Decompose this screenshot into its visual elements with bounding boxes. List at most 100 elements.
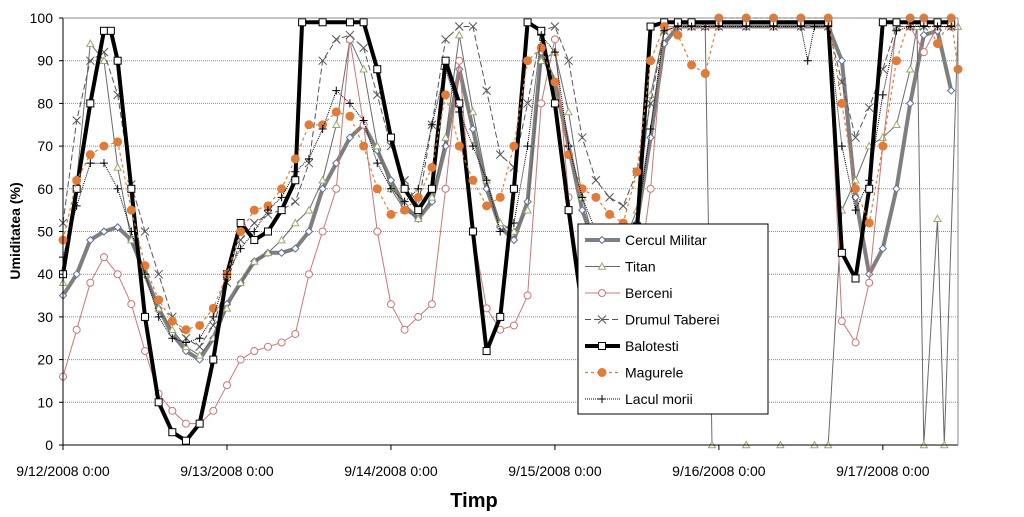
- point-lacul-morii-13: [236, 244, 245, 253]
- point-magurele-39: [591, 192, 601, 202]
- point-berceni-54: [851, 338, 860, 347]
- point-balotesti-22: [359, 18, 368, 27]
- point-lacul-morii-7: [154, 312, 163, 321]
- point-balotesti-7: [140, 312, 149, 321]
- point-titan-3: [99, 56, 109, 64]
- legend-label-magurele: Magurele: [625, 365, 684, 381]
- y-tick-labels: 0 10 20 30 40 50 60 70 80 90 100: [30, 10, 63, 453]
- x-axis-title: Timp: [450, 490, 497, 512]
- point-magurele-29: [454, 141, 464, 151]
- point-titan-16: [277, 235, 286, 244]
- point-drumul-taberei-6: [140, 227, 150, 236]
- point-magurele-46: [687, 60, 697, 70]
- point-balotesti-12: [209, 355, 218, 364]
- point-berceni-19: [318, 227, 327, 236]
- point-berceni-13: [236, 355, 245, 364]
- legend-marker-magurele: [597, 368, 607, 377]
- point-magurele-56: [878, 141, 888, 151]
- point-berceni-27: [427, 300, 436, 309]
- point-magurele-47: [700, 69, 710, 79]
- point-magurele-18: [304, 120, 314, 130]
- point-magurele-36: [550, 77, 560, 87]
- point-berceni-5: [127, 300, 136, 309]
- point-lacul-morii-50: [769, 22, 778, 31]
- point-titan-8: [167, 325, 177, 334]
- legend-label-balotesti: Balotesti: [625, 338, 679, 354]
- point-magurele-45: [673, 30, 683, 40]
- point-lacul-morii-51: [796, 22, 805, 31]
- point-cercul-militar-21: [345, 133, 355, 142]
- point-titan-34: [523, 205, 532, 214]
- point-drumul-taberei-28: [441, 34, 450, 44]
- point-lacul-morii-25: [400, 197, 409, 206]
- point-titan-22: [359, 64, 368, 73]
- point-drumul-taberei-37: [564, 56, 573, 66]
- point-cercul-militar-59: [919, 30, 929, 40]
- point-titan-35: [536, 56, 546, 64]
- point-magurele-34: [523, 56, 533, 66]
- legend-label-drumul-taberei: Drumul Taberei: [625, 312, 720, 328]
- point-titan-57: [892, 120, 901, 129]
- point-lacul-morii-5: [127, 227, 136, 236]
- point-titan-26: [413, 214, 423, 222]
- point-drumul-taberei-20: [331, 34, 341, 44]
- point-magurele-13: [236, 227, 246, 236]
- point-berceni-4: [113, 270, 122, 279]
- point-magurele-4: [113, 137, 123, 147]
- point-lacul-morii-15: [263, 206, 272, 215]
- point-drumul-taberei-54: [851, 133, 860, 142]
- point-balotesti-56: [892, 18, 901, 27]
- point-lacul-morii-21: [345, 99, 354, 108]
- point-lacul-morii-33: [509, 218, 518, 227]
- point-drumul-taberei-21: [345, 30, 355, 40]
- point-drumul-taberei-14: [249, 218, 259, 228]
- legend-marker-drumul-taberei: [597, 315, 607, 324]
- point-cercul-militar-17: [291, 244, 300, 253]
- point-lacul-morii-58: [878, 90, 887, 99]
- point-balotesti-9: [168, 428, 177, 437]
- x-tick-label-1: 9/13/2008 0:00: [180, 463, 274, 479]
- point-cercul-militar-1: [72, 269, 81, 279]
- point-magurele-9: [181, 325, 191, 335]
- point-magurele-43: [646, 56, 656, 66]
- point-berceni-34: [523, 291, 532, 300]
- point-balotesti-10: [181, 436, 190, 445]
- point-lacul-morii-36: [550, 48, 559, 57]
- point-drumul-taberei-43: [646, 99, 655, 108]
- point-balotesti-18: [291, 176, 300, 185]
- point-balotesti-23: [373, 65, 382, 74]
- point-titan-10: [195, 350, 204, 359]
- legend-marker-berceni: [598, 289, 606, 297]
- point-magurele-21: [345, 111, 355, 121]
- point-magurele-22: [359, 141, 369, 151]
- point-titan-18: [304, 205, 314, 214]
- point-drumul-taberei-53: [837, 77, 847, 87]
- point-titan-15: [263, 248, 273, 257]
- point-balotesti-36: [550, 99, 559, 108]
- point-lacul-morii-10: [195, 334, 204, 343]
- point-titan-4: [113, 162, 123, 171]
- point-lacul-morii-46: [687, 22, 696, 31]
- point-balotesti-33: [509, 184, 518, 193]
- point-balotesti-21: [345, 18, 354, 27]
- point-balotesti-4: [106, 26, 115, 35]
- point-lacul-morii-53: [810, 22, 819, 31]
- legend-marker-lacul-morii: [598, 395, 606, 403]
- point-magurele-54: [851, 184, 861, 194]
- point-berceni-3: [99, 253, 108, 262]
- point-cercul-militar-2: [86, 235, 95, 245]
- point-magurele-1: [72, 175, 82, 185]
- point-cercul-militar-4: [113, 223, 122, 232]
- point-balotesti-30: [468, 227, 477, 236]
- point-berceni-36: [550, 35, 559, 44]
- point-magurele-35: [536, 43, 546, 53]
- point-balotesti-1: [72, 184, 81, 193]
- point-balotesti-31: [482, 347, 491, 356]
- point-drumul-taberei-17: [290, 197, 300, 206]
- point-balotesti-27: [427, 184, 436, 193]
- point-berceni-53: [837, 317, 846, 326]
- point-lacul-morii-22: [359, 116, 368, 125]
- point-lacul-morii-59: [892, 26, 901, 35]
- point-titan-19: [318, 175, 327, 184]
